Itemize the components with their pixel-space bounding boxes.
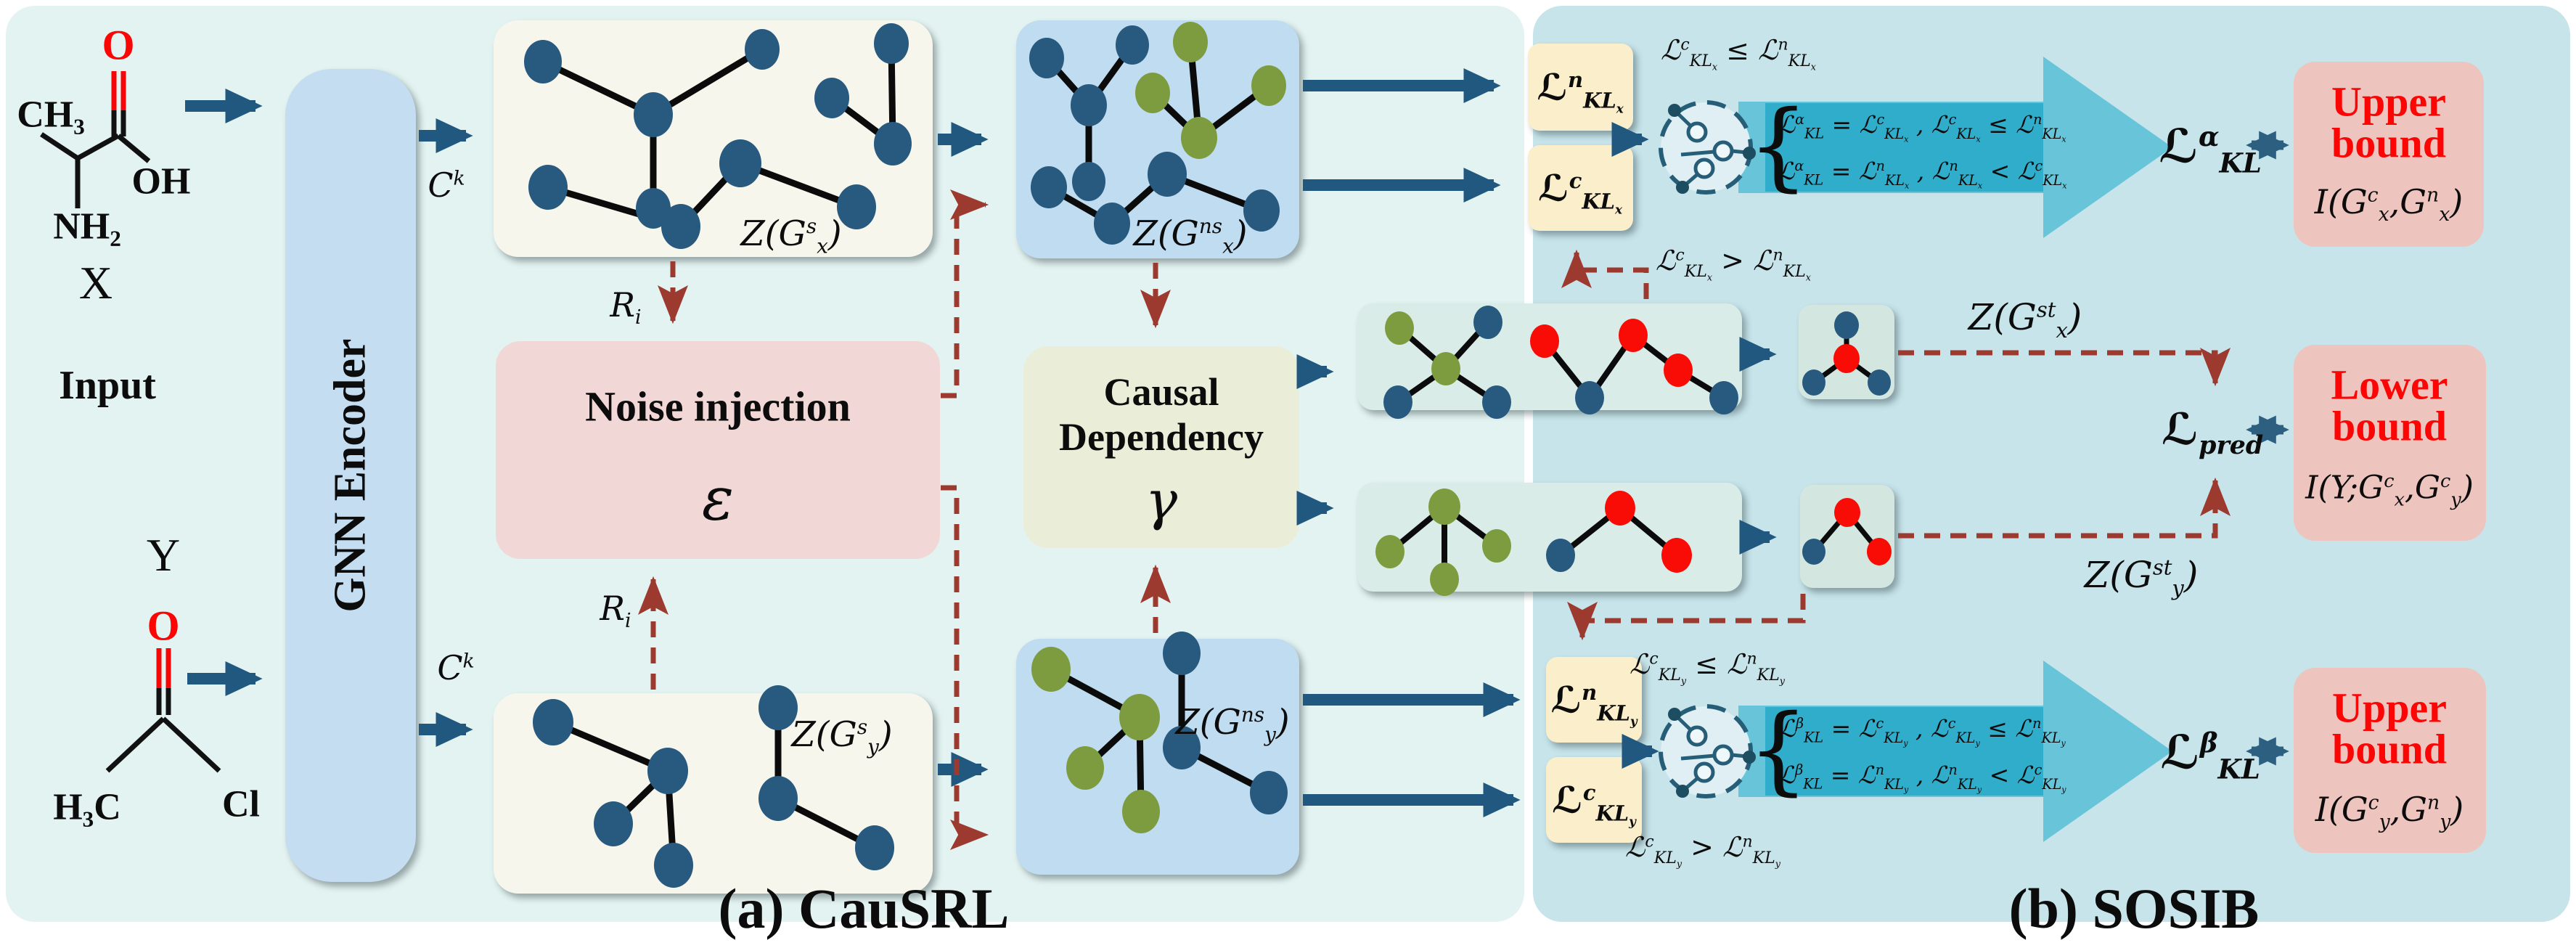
causal-dependency-box: [1023, 346, 1299, 548]
mixed-subgraph-panel-y: [1357, 483, 1742, 592]
mol-x-oh-label: OH: [131, 160, 191, 203]
lower-bound-title-1: Lower: [2331, 361, 2448, 409]
zyns-label: Z(Gnsy): [1175, 702, 1290, 747]
noise-injection-title: Noise injection: [585, 383, 851, 430]
selector-y-case1: ℒβKL = ℒcKLy , ℒcKLy ≤ ℒnKLy: [1778, 714, 2066, 748]
lower-bound-formula: I(Y;Gcx,Gcy): [2305, 469, 2474, 511]
condition-y-le: ℒcKLy ≤ ℒnKLy: [1630, 648, 1785, 687]
zxns-label: Z(Gnsx): [1133, 213, 1248, 258]
upper-bound-x-formula: I(Gcx,Gnx): [2314, 182, 2463, 226]
condition-x-le: ℒcKLx ≤ ℒnKLx: [1661, 34, 1816, 73]
condition-x-gt: ℒcKLx > ℒnKLx: [1656, 245, 1811, 283]
kl-c-y-label: ℒcKLy: [1552, 778, 1636, 829]
mol-y-name: Y: [146, 529, 181, 581]
gnn-encoder-box: [285, 69, 416, 882]
loss-box-kl-c-y: [1546, 757, 1642, 843]
kl-alpha-label: ℒαKL: [2159, 119, 2262, 179]
kl-n-x-label: ℒnKLx: [1537, 65, 1624, 116]
upper-bound-box-x: [2294, 62, 2484, 247]
mol-x-o-label: O: [102, 21, 135, 69]
causal-title-1: Causal: [1103, 370, 1219, 414]
upper-bound-x-title-2: bound: [2331, 119, 2447, 167]
input-label: Input: [59, 363, 156, 408]
causal-gamma: γ: [1145, 470, 1178, 532]
zxst-label: Z(Gstx): [1968, 296, 2082, 343]
ck-label-x: Ck: [428, 166, 465, 205]
selector-x-case2: ℒαKL = ℒnKLx , ℒnKLx < ℒcKLx: [1777, 156, 2067, 191]
mol-x-name: X: [78, 257, 113, 308]
panel-a-title: (a) CauSRL: [718, 877, 1010, 940]
upper-bound-box-y: [2294, 668, 2486, 853]
loss-box-kl-n-y: [1546, 657, 1642, 743]
noise-injection-box: [496, 341, 940, 559]
gnn-encoder-label: GNN Encoder: [325, 338, 375, 613]
mixed-subgraph-panel-x: [1357, 303, 1742, 410]
latent-panel-zyns: [1016, 639, 1299, 875]
kl-n-y-label: ℒnKLy: [1550, 678, 1637, 729]
zxs-label: Z(Gsx): [740, 213, 842, 258]
condition-y-gt: ℒcKLy > ℒnKLy: [1625, 831, 1780, 870]
upper-bound-y-title-1: Upper: [2332, 684, 2447, 732]
ck-label-y: Ck: [437, 648, 475, 687]
pred-loss-label: ℒpred: [2161, 404, 2264, 460]
lower-bound-box: [2294, 345, 2486, 541]
zyst-label: Z(Gsty): [2084, 554, 2199, 600]
selector-x-case1: ℒαKL = ℒcKLx , ℒcKLx ≤ ℒnKLx: [1778, 110, 2066, 144]
noise-epsilon: ε: [701, 465, 735, 534]
upper-bound-y-formula: I(Gcy,Gny): [2315, 790, 2464, 834]
mol-x-nh2-label: NH₂: [53, 205, 121, 248]
mol-x-ch3-label: CH₃: [17, 94, 85, 136]
ri-label-bottom: Ri: [600, 589, 631, 633]
loss-box-kl-n-x: [1528, 44, 1633, 131]
loss-box-kl-c-x: [1528, 145, 1633, 231]
panel-b-title: (b) SOSIB: [2008, 877, 2260, 940]
upper-bound-y-title-2: bound: [2331, 725, 2448, 773]
mol-y-h3c-label: H₃C: [53, 786, 121, 828]
ri-label-top: Ri: [610, 285, 642, 330]
zys-label: Z(Gsy): [791, 714, 893, 759]
upper-bound-x-title-1: Upper: [2331, 78, 2446, 126]
latent-panel-zxs: [494, 20, 933, 257]
selector-y-case2: ℒβKL = ℒnKLy , ℒnKLy < ℒcKLy: [1778, 760, 2066, 795]
kl-c-x-label: ℒcKLx: [1537, 166, 1623, 217]
stable-subgraph-panel-y: [1800, 485, 1894, 588]
causal-title-2: Dependency: [1059, 415, 1264, 459]
lower-bound-title-2: bound: [2331, 402, 2448, 450]
stable-subgraph-panel-x: [1799, 305, 1894, 399]
mol-y-o-label: O: [147, 602, 180, 650]
mol-y-cl-label: Cl: [222, 783, 260, 825]
kl-beta-label: ℒβKL: [2160, 725, 2260, 785]
